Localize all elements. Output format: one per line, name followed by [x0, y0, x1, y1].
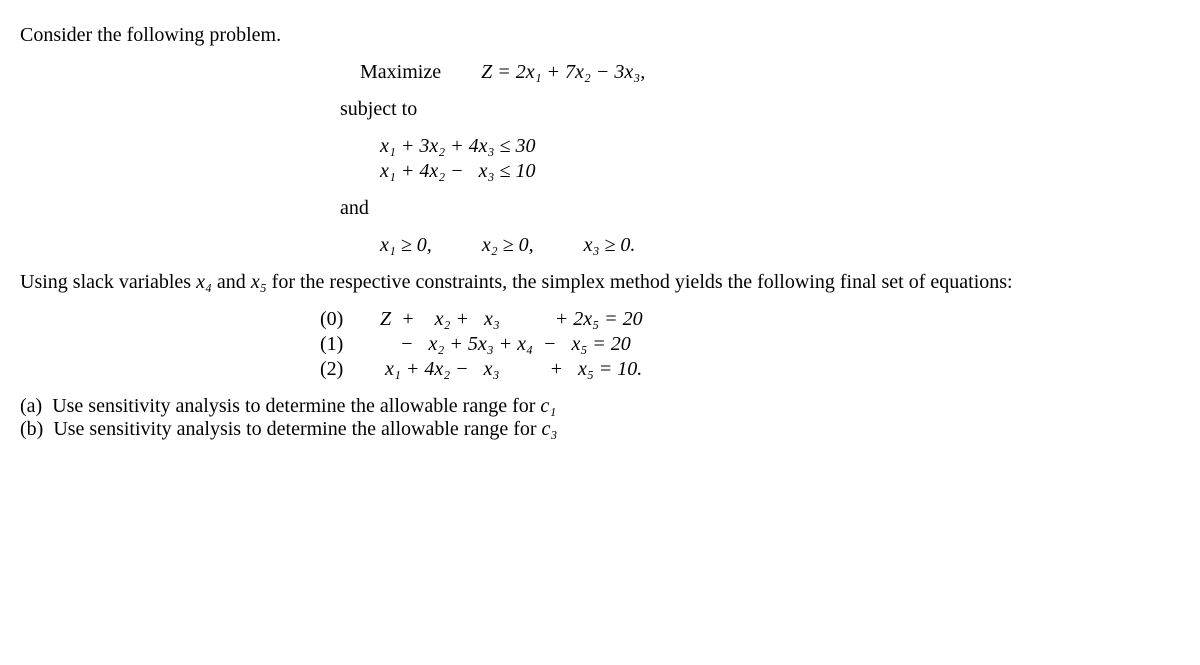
slack-text-2: for the respective constraints, the simp…	[267, 271, 1013, 293]
and-label: and	[340, 197, 1180, 220]
part-a-label: (a)	[20, 395, 42, 417]
part-b-text: Use sensitivity analysis to determine th…	[43, 418, 541, 440]
slack-paragraph: Using slack variables x₄ and x₅ for the …	[20, 271, 1180, 294]
constraint-2: x₁ + 4x₂ − x₃ ≤ 10	[380, 160, 1180, 183]
constraints-block: x₁ + 3x₂ + 4x₃ ≤ 30 x₁ + 4x₂ − x₃ ≤ 10	[380, 135, 1180, 183]
objective-expr: Z = 2x₁ + 7x₂ − 3x₃,	[481, 61, 645, 84]
nonneg-block: x₁ ≥ 0, x₂ ≥ 0, x₃ ≥ 0.	[380, 234, 1180, 257]
slack-and: and	[212, 271, 251, 293]
part-b-var: c₃	[542, 418, 558, 440]
final-eq-1: − x₂ + 5x₃ + x₄ − x₅ = 20	[370, 333, 790, 356]
final-eq-2: x₁ + 4x₂ − x₃ + x₅ = 10.	[370, 358, 790, 381]
part-b: (b) Use sensitivity analysis to determin…	[20, 418, 1180, 441]
final-row-0: (0) Z + x₂ + x₃ + 2x₅ = 20	[320, 308, 1180, 331]
final-row-2: (2) x₁ + 4x₂ − x₃ + x₅ = 10.	[320, 358, 1180, 381]
part-a-var: c₁	[540, 395, 556, 417]
final-idx-2: (2)	[320, 358, 370, 381]
nonneg-x1: x₁ ≥ 0,	[380, 234, 432, 257]
maximize-label: Maximize	[360, 61, 441, 84]
objective-block: Maximize Z = 2x₁ + 7x₂ − 3x₃,	[360, 61, 1180, 84]
nonneg-row: x₁ ≥ 0, x₂ ≥ 0, x₃ ≥ 0.	[380, 234, 1180, 257]
slack-var-x5: x₅	[251, 271, 267, 293]
objective-row: Maximize Z = 2x₁ + 7x₂ − 3x₃,	[360, 61, 1180, 84]
final-row-1: (1) − x₂ + 5x₃ + x₄ − x₅ = 20	[320, 333, 1180, 356]
slack-var-x4: x₄	[196, 271, 212, 293]
nonneg-x2: x₂ ≥ 0,	[482, 234, 534, 257]
intro-text: Consider the following problem.	[20, 24, 1180, 47]
final-eq-0: Z + x₂ + x₃ + 2x₅ = 20	[370, 308, 790, 331]
final-idx-0: (0)	[320, 308, 370, 331]
subject-to-label: subject to	[340, 98, 1180, 121]
part-a: (a) Use sensitivity analysis to determin…	[20, 395, 1180, 418]
part-b-label: (b)	[20, 418, 43, 440]
constraint-1: x₁ + 3x₂ + 4x₃ ≤ 30	[380, 135, 1180, 158]
parts-block: (a) Use sensitivity analysis to determin…	[20, 395, 1180, 441]
final-idx-1: (1)	[320, 333, 370, 356]
final-equations: (0) Z + x₂ + x₃ + 2x₅ = 20 (1) − x₂ + 5x…	[320, 308, 1180, 381]
nonneg-x3: x₃ ≥ 0.	[584, 234, 636, 257]
slack-text-1: Using slack variables	[20, 271, 196, 293]
part-a-text: Use sensitivity analysis to determine th…	[42, 395, 540, 417]
